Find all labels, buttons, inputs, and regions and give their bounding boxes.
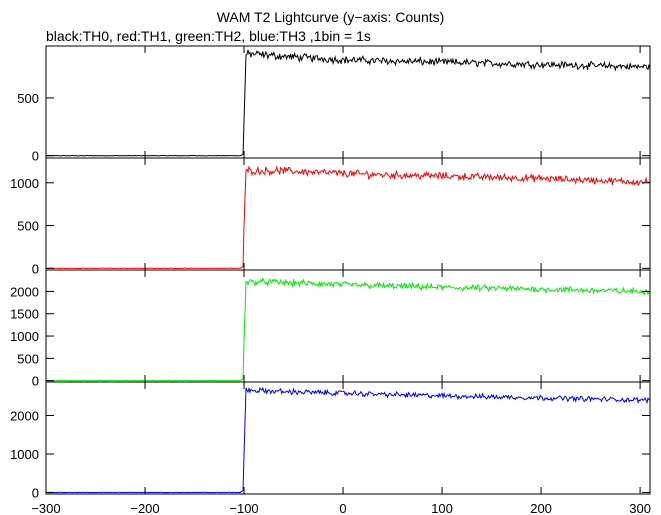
y-tick-label: 500 bbox=[17, 219, 39, 234]
y-tick-label: 1000 bbox=[10, 447, 39, 462]
x-tick-label: 100 bbox=[431, 501, 453, 515]
x-tick-label: −300 bbox=[31, 501, 60, 515]
series-line-th3 bbox=[45, 386, 651, 494]
y-tick-label: 500 bbox=[17, 91, 39, 106]
panel-frame-th2 bbox=[45, 269, 651, 383]
y-tick-label: 1500 bbox=[10, 307, 39, 322]
series-line-th0 bbox=[45, 49, 651, 157]
x-tick-label: 0 bbox=[339, 501, 346, 515]
y-tick-label: 1000 bbox=[10, 176, 39, 191]
chart-subtitle: black:TH0, red:TH1, green:TH2, blue:TH3 … bbox=[46, 28, 371, 44]
y-tick-label: 0 bbox=[32, 149, 39, 164]
y-tick-label: 0 bbox=[32, 485, 39, 500]
series-line-th1 bbox=[45, 165, 651, 270]
y-tick-label: 500 bbox=[17, 351, 39, 366]
x-tick-label: 300 bbox=[629, 501, 651, 515]
y-tick-label: 2000 bbox=[10, 408, 39, 423]
y-tick-label: 0 bbox=[32, 374, 39, 389]
x-tick-label: 200 bbox=[530, 501, 552, 515]
y-tick-label: 0 bbox=[32, 261, 39, 276]
y-tick-label: 2000 bbox=[10, 284, 39, 299]
y-tick-label: 1000 bbox=[10, 329, 39, 344]
x-tick-label: −200 bbox=[130, 501, 159, 515]
panel-frame-th1 bbox=[45, 157, 651, 271]
chart-title: WAM T2 Lightcurve (y−axis: Counts) bbox=[216, 9, 445, 25]
x-tick-label: −100 bbox=[229, 501, 258, 515]
series-line-th2 bbox=[45, 276, 651, 382]
panel-frame-th3 bbox=[45, 381, 651, 495]
